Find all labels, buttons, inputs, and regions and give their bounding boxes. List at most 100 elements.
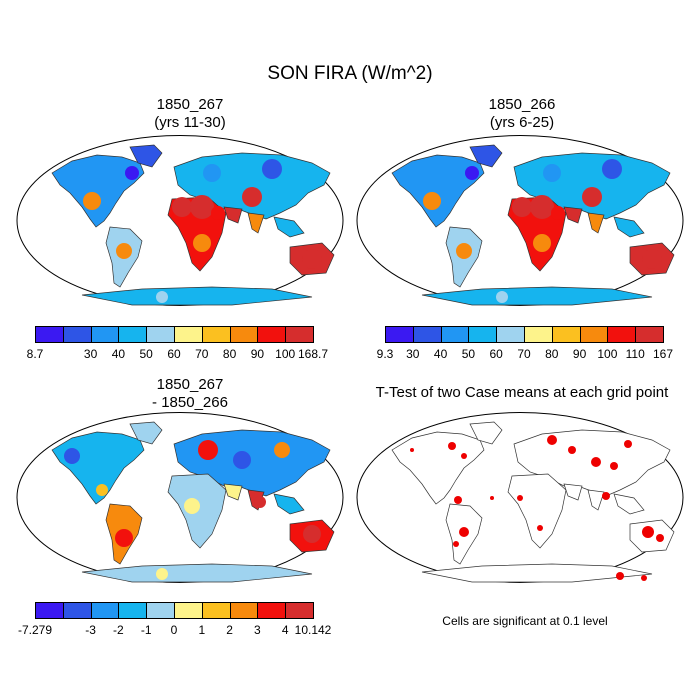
landmass-antarctica xyxy=(421,563,653,583)
landmass-seasia xyxy=(613,493,645,515)
panel-title-case1-line2: (yrs 11-30) xyxy=(154,114,226,131)
significant-cells xyxy=(656,534,664,542)
field-patch xyxy=(211,206,225,220)
significant-cells xyxy=(461,453,467,459)
colorbar-tick-label: 4 xyxy=(281,623,289,637)
field-patch xyxy=(456,243,472,259)
field-patch xyxy=(530,195,554,219)
landmass-antarctica xyxy=(81,286,313,306)
colorbar-tick-label: 1 xyxy=(198,623,206,637)
map-case2 xyxy=(356,135,684,306)
colorbar-case2: 9.3 30 40 50 60 70 80 90 100 110 167 xyxy=(377,326,673,366)
field-patch xyxy=(96,484,108,496)
field-patch xyxy=(302,249,322,269)
colorbar-tick-label: 0 xyxy=(170,623,178,637)
field-patch xyxy=(303,525,321,543)
landmass-seasia xyxy=(613,216,645,238)
significant-cells xyxy=(642,526,654,538)
colorbar-swatch xyxy=(496,326,525,343)
colorbar-swatch xyxy=(635,326,664,343)
colorbar-swatch xyxy=(257,326,287,343)
colorbar-tick-label: 50 xyxy=(461,347,476,361)
field-patch xyxy=(125,166,139,180)
colorbar-tick-label: 40 xyxy=(433,347,448,361)
landmass-greenland xyxy=(129,421,163,445)
colorbar-swatch xyxy=(285,602,314,619)
colorbar-swatch xyxy=(285,326,314,343)
colorbar-tick-label: 60 xyxy=(489,347,503,361)
colorbar-swatch xyxy=(229,326,259,343)
map-ttest xyxy=(356,412,684,583)
landmass-africa xyxy=(507,473,567,549)
field-patch xyxy=(551,206,565,220)
field-patch xyxy=(83,192,101,210)
colorbar-swatch xyxy=(551,326,581,343)
panel-title-diff-line1: 1850_267 xyxy=(156,376,224,393)
colorbar-tick-label: 80 xyxy=(545,347,559,361)
colorbar-tick-label: 90 xyxy=(250,347,265,361)
colorbar-tick-label: 167 xyxy=(652,347,674,361)
significant-cells xyxy=(448,442,456,450)
colorbar-tick-label: 30 xyxy=(406,347,420,361)
field-patch xyxy=(582,187,602,207)
landmass-namerica xyxy=(391,431,485,505)
panel-title-ttest-line1: T-Test of two Case means at each grid po… xyxy=(375,384,669,401)
landmass-greenland xyxy=(469,421,503,445)
colorbar-tick-label: 168.7 xyxy=(297,347,329,361)
field-patch xyxy=(156,291,168,303)
colorbar-swatch xyxy=(579,326,609,343)
significant-cells xyxy=(616,572,624,580)
field-patch xyxy=(602,159,622,179)
colorbar-tick-label: 2 xyxy=(226,623,233,637)
significant-cells xyxy=(547,435,557,445)
landmass-antarctica xyxy=(81,563,313,583)
field-patch xyxy=(64,448,80,464)
landmass-india xyxy=(587,489,605,511)
colorbar-tick-label: 40 xyxy=(111,347,126,361)
colorbar-swatch xyxy=(524,326,553,343)
colorbar-tick-label: 100 xyxy=(275,347,296,361)
panel-title-ttest: T-Test of two Case means at each grid po… xyxy=(352,384,692,402)
field-patch xyxy=(465,166,479,180)
field-patch xyxy=(184,498,200,514)
landmass-namerica xyxy=(391,154,485,228)
significance-note: Cells are significant at 0.1 level xyxy=(442,614,608,628)
colorbar-swatch xyxy=(201,602,231,619)
field-patch xyxy=(274,442,290,458)
landmass-namerica xyxy=(51,154,145,228)
landmass-arabia xyxy=(223,483,243,501)
field-patch xyxy=(262,159,282,179)
colorbar-tick-label: 9.3 xyxy=(376,347,394,361)
colorbar-swatch xyxy=(174,326,203,343)
significant-cells xyxy=(537,525,543,531)
colorbar-tick-label: 80 xyxy=(222,347,237,361)
colorbar-swatch xyxy=(118,326,148,343)
colorbar-swatch xyxy=(607,326,637,343)
figure-title: SON FIRA (W/m^2) xyxy=(267,63,433,84)
field-patch xyxy=(242,187,262,207)
landmass-india xyxy=(587,212,605,234)
significant-cells xyxy=(459,527,469,537)
colorbar-tick-label: 3 xyxy=(254,623,261,637)
field-patch xyxy=(190,195,214,219)
colorbar-swatch xyxy=(440,326,470,343)
colorbar-swatch xyxy=(229,602,259,619)
colorbar-tick-label: 50 xyxy=(139,347,153,361)
significant-cells xyxy=(410,448,414,452)
field-patch xyxy=(172,197,192,217)
colorbar-swatch xyxy=(90,326,120,343)
significant-cells xyxy=(454,496,462,504)
panel-title-diff: 1850_267 - 1850_266 xyxy=(30,376,350,412)
significant-cells xyxy=(591,457,601,467)
panel-title-case2-line1: 1850_266 xyxy=(488,96,556,113)
colorbar-tick-label: 10.142 xyxy=(294,623,332,637)
colorbar-tick-label: 70 xyxy=(195,347,209,361)
field-patch xyxy=(423,192,441,210)
map-case1 xyxy=(16,135,344,306)
colorbar-tick-label: 110 xyxy=(625,347,645,361)
colorbar-swatch xyxy=(174,602,203,619)
colorbar-tick-label: 60 xyxy=(167,347,181,361)
colorbar-diff: -7.279 -3 -2 -1 0 1 2 3 4 10.142 xyxy=(18,602,331,642)
significant-cells xyxy=(624,440,632,448)
colorbar-swatch xyxy=(90,602,120,619)
